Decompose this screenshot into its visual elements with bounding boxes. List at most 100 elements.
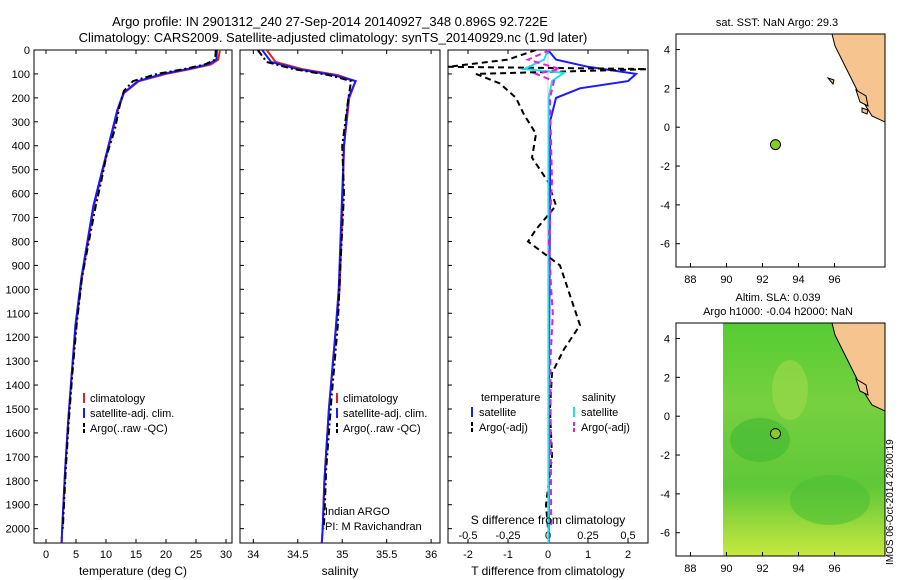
x-tick-label: 25 [190,549,202,561]
map-x-tick-label: 88 [684,274,696,286]
x-tick-label: 2 [625,549,631,561]
salinity-panel: 34 34.5 35 35.5 36 salinity climatology satel… [239,49,441,578]
x-tick-label: 34 [247,549,259,561]
salinity-xlabel: salinity [322,564,359,578]
island-nias-2 [855,377,869,396]
y-tick-label: 400 [12,141,30,153]
map-x-tick-label: 94 [792,274,804,286]
sla-anomaly-low-2 [790,475,870,525]
x-tick-label: 20 [160,549,172,561]
x-tick-label: 5 [73,549,79,561]
series-line-s-argo-adj- [525,50,561,529]
map-y-tick-label: 4 [664,334,670,346]
x-tick-label: 35 [336,549,348,561]
temperature-xlabel: temperature (deg C) [79,564,187,578]
legend-label: satellite-adj. clim. [90,408,174,420]
y-tick-label: 300 [12,117,30,129]
map-y-tick-label: -4 [660,200,670,212]
salinity-axes-frame [239,49,441,544]
legend-header-temperature: temperature [481,392,540,404]
legend-label: satellite [479,407,516,419]
map-y-tick-label: -4 [660,489,670,501]
difference-t-xlabel: T difference from climatology [471,564,625,578]
y-tick-label: 200 [12,93,30,105]
y-tick-label: 500 [12,165,30,177]
map-x-tick-label: 96 [828,563,840,575]
y-tick-label: 600 [12,189,30,201]
title-line-2: Climatology: CARS2009. Satellite-adjuste… [79,30,588,45]
island-simeulue [826,76,835,86]
map-y-tick-label: 0 [664,411,670,423]
y-tick-label: 2000 [6,524,30,536]
difference-panel: -2 -1 0 1 2 -0.5 -0.25 0 0.25 0.5 S difference f… [447,49,649,578]
sla-anomaly-high [772,360,808,420]
x-tick-label: 10 [100,549,112,561]
map-x-tick-label: 92 [756,563,768,575]
legend-header-salinity: salinity [582,392,616,404]
watermark: IMOS 06-Oct-2014 20:00:19 [885,439,896,565]
y-tick-label: 1700 [6,452,30,464]
y-tick-label: 1500 [6,404,30,416]
map-x-tick-label: 88 [684,563,696,575]
sst-map-title: sat. SST: NaN Argo: 29.3 [716,17,838,29]
float-location-marker [769,139,781,151]
x-tick-label: 1 [585,549,591,561]
legend-label: satellite-adj. clim. [343,408,427,420]
series-line-argo-raw-qc- [256,50,353,529]
series-line-t-satellite [547,50,639,543]
legend-label: satellite [581,407,618,419]
series-line-climatology [60,50,221,543]
series-line-satellite-adj-clim- [60,50,218,543]
map-y-tick-label: 2 [664,83,670,95]
series-line-satellite-adj-clim- [261,50,357,543]
y-tick-label: 1100 [6,308,30,320]
sla-map-frame [675,322,886,557]
y-tick-label: 800 [12,236,30,248]
s-tick-label: 0.5 [620,530,635,542]
y-tick-label: 100 [12,69,30,81]
y-tick-label: 1900 [6,500,30,512]
y-tick-label: 1300 [6,356,30,368]
map-y-tick-label: -2 [660,450,670,462]
x-tick-label: 35.5 [376,549,397,561]
map-x-tick-label: 92 [756,274,768,286]
map-y-tick-label: 0 [664,122,670,134]
sst-map-panel: sat. SST: NaN Argo: 29.3 88 90 92 94 96 4 2 0 -2… [660,17,886,286]
sst-map-frame [675,33,886,268]
legend-label: Argo(..raw -QC) [90,423,168,435]
difference-s-xlabel: S difference from climatology [471,513,626,527]
y-tick-label: 1800 [6,476,30,488]
y-tick-label: 0 [24,45,30,57]
map-y-tick-label: 4 [664,45,670,57]
sla-map-panel: Altim. SLA: 0.039 Argo h1000: -0.04 h200… [660,292,886,575]
map-x-tick-label: 94 [792,563,804,575]
island-small [861,107,869,115]
series-line-argo-raw-qc- [61,50,217,529]
annotation-pi: PI: M Ravichandran [325,521,422,533]
title-line-1: Argo profile: IN 2901312_240 27-Sep-2014… [112,14,548,29]
legend-label: climatology [343,393,399,405]
s-tick-label: -0.25 [495,530,520,542]
map-y-tick-label: -6 [660,528,670,540]
sla-anomaly-low [730,418,790,462]
map-y-tick-label: -2 [660,161,670,173]
x-tick-label: 30 [220,549,232,561]
annotation-program: Indian ARGO [325,506,390,518]
temperature-axes-frame [33,49,233,544]
y-tick-label: 1000 [6,284,30,296]
map-y-tick-label: -6 [660,239,670,251]
y-tick-label: 1200 [6,332,30,344]
x-tick-label: -2 [463,549,473,561]
series-line-s-satellite [520,50,567,543]
temperature-panel: 0 5 10 15 20 25 30 0 100 200 300 400 500 600 700 800 90… [6,45,452,578]
legend-label: climatology [90,393,146,405]
y-tick-label: 900 [12,260,30,272]
float-location-marker [769,428,781,440]
x-tick-label: -1 [503,549,513,561]
x-tick-label: 0 [545,549,551,561]
sla-map-title-1: Altim. SLA: 0.039 [736,292,821,304]
map-x-tick-label: 90 [720,274,732,286]
y-tick-label: 700 [12,213,30,225]
legend-label: Argo(..raw -QC) [343,423,421,435]
island-nias [855,88,869,107]
